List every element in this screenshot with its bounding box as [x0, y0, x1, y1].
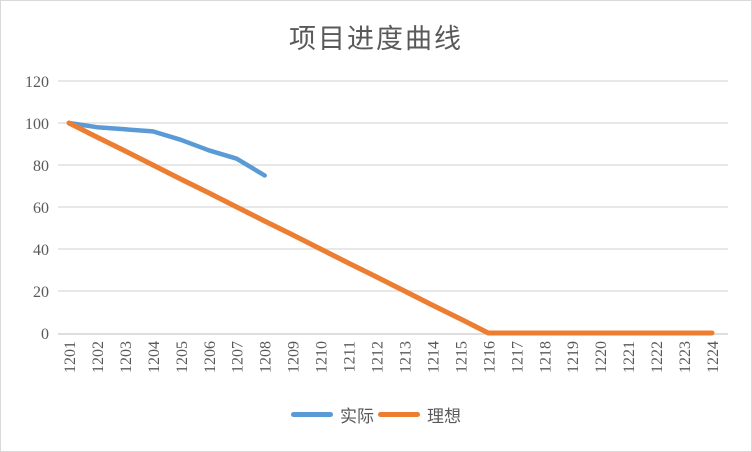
x-tick-label: 1218: [537, 341, 554, 373]
x-tick-label: 1209: [286, 341, 303, 373]
x-tick-label: 1201: [62, 341, 79, 373]
y-tick-label: 60: [33, 200, 49, 217]
x-tick-label: 1202: [90, 341, 107, 373]
series-line-0: [66, 120, 267, 178]
x-tick-label: 1204: [146, 341, 163, 373]
x-tick-label: 1207: [230, 341, 247, 373]
x-tick-label: 1222: [649, 341, 666, 373]
y-tick-label: 80: [33, 158, 49, 175]
x-tick-label: 1216: [481, 341, 498, 373]
x-tick-label: 1205: [174, 341, 191, 373]
y-tick-label: 100: [25, 116, 49, 133]
x-tick-label: 1214: [425, 341, 442, 373]
actual-series-swatch: [291, 412, 333, 417]
legend: 实际 理想: [1, 402, 751, 427]
x-tick-label: 1224: [705, 341, 722, 373]
x-tick-label: 1213: [397, 341, 414, 373]
y-tick-label: 20: [33, 284, 49, 301]
x-tick-label: 1220: [593, 341, 610, 373]
x-tick-label: 1217: [509, 341, 526, 373]
y-tick-label: 40: [33, 242, 49, 259]
x-tick-label: 1208: [258, 341, 275, 373]
series-line-1: [66, 120, 715, 336]
x-tick-label: 1211: [342, 341, 359, 372]
y-tick-label: 0: [41, 326, 49, 343]
x-tick-label: 1212: [370, 341, 387, 373]
x-tick-label: 1223: [677, 341, 694, 373]
legend-item-ideal: 理想: [378, 402, 461, 427]
actual-series-label: 实际: [340, 407, 374, 426]
x-tick-label: 1221: [621, 341, 638, 373]
x-tick-label: 1210: [314, 341, 331, 373]
x-tick-label: 1203: [118, 341, 135, 373]
x-tick-label: 1219: [565, 341, 582, 373]
ideal-series-label: 理想: [427, 407, 461, 426]
y-tick-label: 120: [25, 74, 49, 91]
ideal-series-swatch: [378, 412, 420, 417]
x-tick-label: 1206: [202, 341, 219, 373]
legend-item-actual: 实际: [291, 402, 374, 427]
chart-title: 项目进度曲线: [289, 24, 463, 54]
x-tick-label: 1215: [453, 341, 470, 373]
